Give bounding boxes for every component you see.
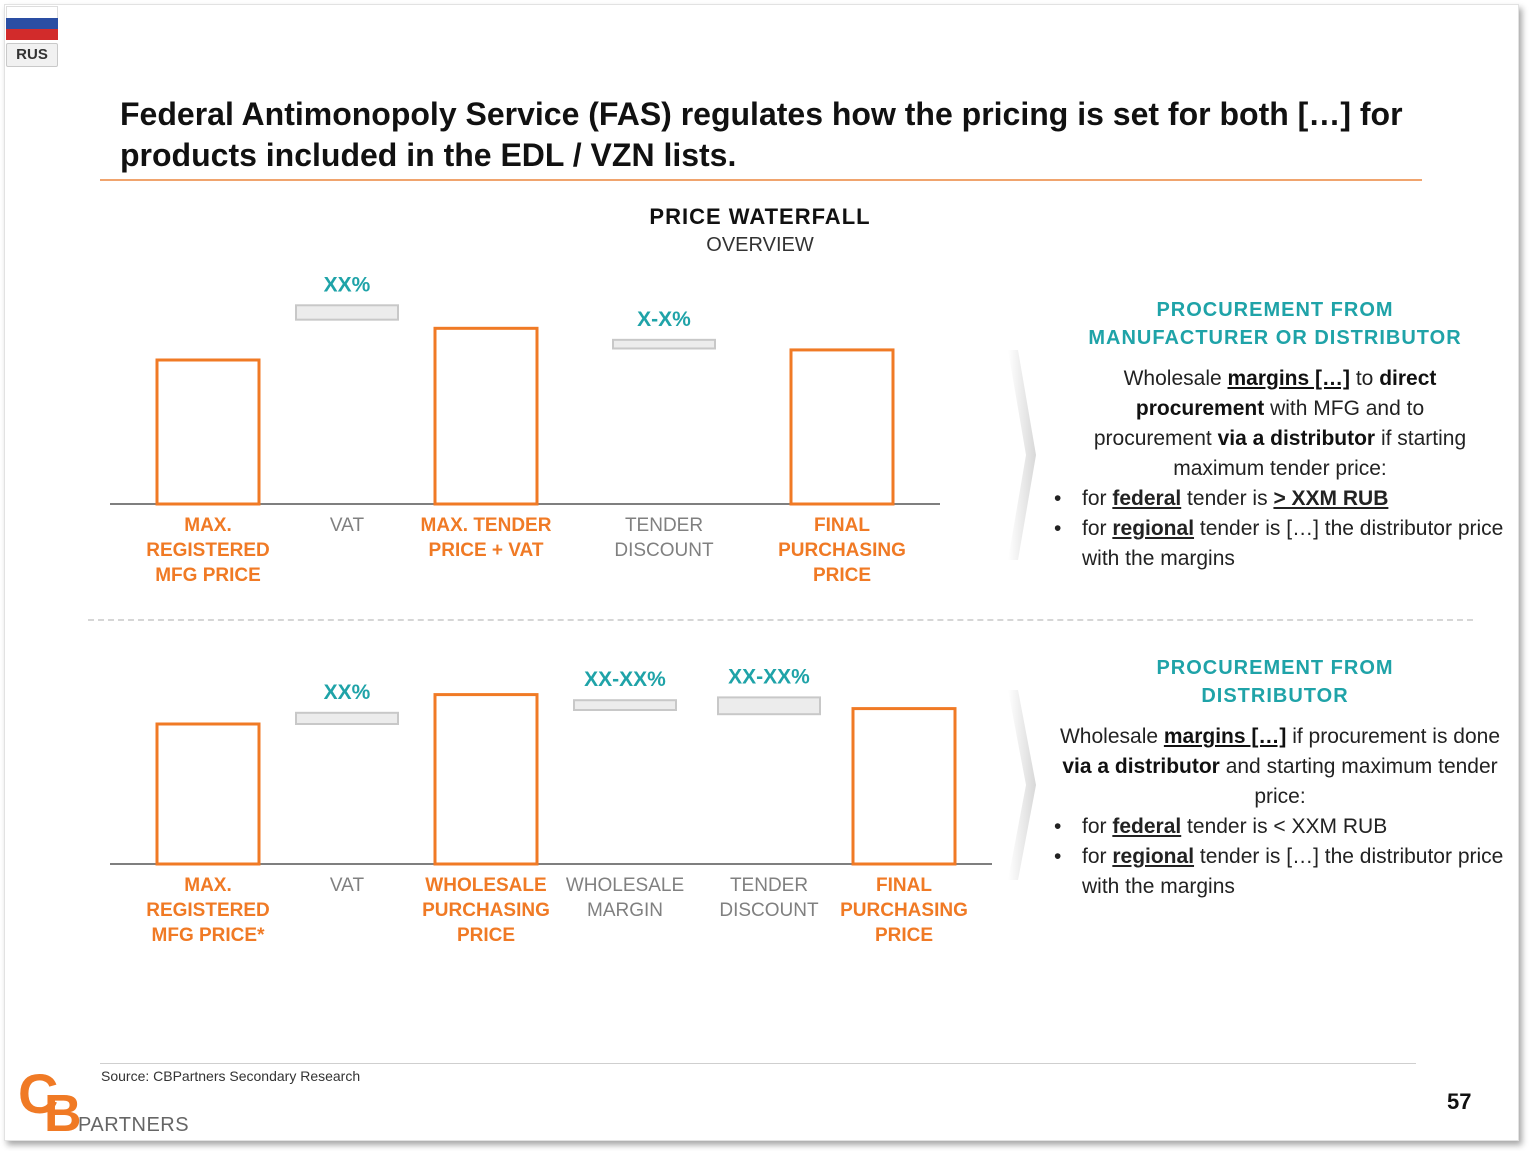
category-label: PRICE + VAT	[429, 540, 544, 561]
category-label: MAX. TENDER	[421, 515, 552, 536]
category-label: MAX.	[184, 875, 232, 896]
category-label: REGISTERED	[146, 540, 270, 561]
category-label: MAX.	[184, 515, 232, 536]
category-label: PRICE	[457, 925, 515, 946]
country-code: RUS	[6, 43, 58, 67]
category-label: VAT	[330, 875, 365, 896]
category-label: PRICE	[813, 565, 871, 586]
source-note: Source: CBPartners Secondary Research	[101, 1068, 361, 1084]
category-label: FINAL	[814, 515, 870, 536]
procurement-panel-manufacturer: PROCUREMENT FROM MANUFACTURER OR DISTRIB…	[1040, 296, 1510, 574]
procurement-panel-distributor: PROCUREMENT FROM DISTRIBUTOR Wholesale m…	[1040, 654, 1510, 902]
step-annotation: X-X%	[637, 308, 691, 331]
panel-intro: Wholesale margins […] to direct procurem…	[1093, 367, 1467, 480]
category-label: PURCHASING	[840, 900, 968, 921]
section-divider	[88, 619, 1473, 621]
category-label: MFG PRICE	[155, 565, 261, 586]
waterfall-bar-step	[612, 338, 716, 350]
bullet-federal: for federal tender is < XXM RUB	[1054, 812, 1510, 842]
category-label: REGISTERED	[146, 900, 270, 921]
category-label: TENDER	[625, 515, 703, 536]
waterfall-bar-total	[155, 358, 261, 506]
waterfall-bar-total	[433, 326, 539, 506]
category-label: WHOLESALE	[425, 875, 546, 896]
page-number: 57	[1447, 1089, 1472, 1114]
panel-bullets: for federal tender is < XXM RUB for regi…	[1040, 812, 1510, 902]
panel-heading: PROCUREMENT FROM MANUFACTURER OR DISTRIB…	[1088, 299, 1462, 349]
waterfall-bar-step	[295, 304, 399, 321]
russia-flag-icon: RUS	[6, 6, 58, 67]
category-label: DISCOUNT	[614, 540, 714, 561]
cbpartners-logo: C B PARTNERS	[18, 1062, 190, 1144]
step-annotation: XX%	[324, 681, 371, 704]
panel-heading: PROCUREMENT FROM DISTRIBUTOR	[1156, 657, 1394, 707]
waterfall-bar-step	[295, 711, 399, 725]
waterfall-bar-total	[789, 348, 895, 506]
waterfall-chart-top: MAX. REGISTERED MFG PRICE XX% VAT MAX. TENDER…	[110, 273, 940, 586]
waterfall-bar-total	[433, 693, 539, 866]
step-annotation: XX%	[324, 273, 371, 296]
panel-bullets: for federal tender is > XXM RUB for regi…	[1040, 484, 1510, 574]
panel-intro: Wholesale margins […] if procurement is …	[1059, 725, 1500, 808]
slide-title: Federal Antimonopoly Service (FAS) regul…	[120, 96, 1403, 173]
footer-rule	[100, 1063, 1416, 1064]
category-label: PRICE	[875, 925, 933, 946]
chart-title-main: PRICE WATERFALL	[649, 204, 871, 229]
category-label: MFG PRICE*	[152, 925, 266, 946]
bullet-regional: for regional tender is […] the distribut…	[1054, 842, 1510, 902]
waterfall-chart-bottom: MAX. REGISTERED MFG PRICE* XX% VAT WHOLESALE P…	[110, 665, 992, 946]
bullet-federal: for federal tender is > XXM RUB	[1054, 484, 1510, 514]
waterfall-bar-total	[851, 707, 957, 866]
category-label: VAT	[330, 515, 365, 536]
category-label: WHOLESALE	[566, 875, 684, 896]
step-annotation: XX-XX%	[728, 665, 810, 688]
waterfall-bar-total	[155, 722, 261, 866]
category-label: MARGIN	[587, 900, 663, 921]
chart-title: PRICE WATERFALL OVERVIEW	[560, 204, 960, 257]
title-underline	[100, 179, 1422, 181]
step-annotation: XX-XX%	[584, 668, 666, 691]
category-label: PURCHASING	[778, 540, 906, 561]
chevron-right-icon	[1008, 350, 1036, 560]
waterfall-bar-step	[717, 696, 821, 716]
category-label: DISCOUNT	[719, 900, 819, 921]
bullet-regional: for regional tender is […] the distribut…	[1054, 514, 1510, 574]
waterfall-bar-step	[573, 699, 677, 712]
chevron-right-icon	[1008, 690, 1036, 880]
category-label: FINAL	[876, 875, 932, 896]
chart-title-sub: OVERVIEW	[706, 234, 814, 256]
category-label: PURCHASING	[422, 900, 550, 921]
category-label: TENDER	[730, 875, 808, 896]
